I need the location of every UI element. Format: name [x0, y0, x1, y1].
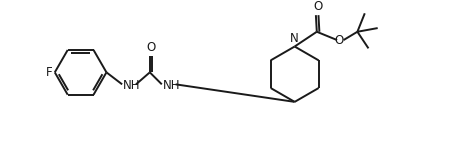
Text: F: F: [46, 66, 53, 79]
Text: O: O: [146, 41, 156, 54]
Text: O: O: [313, 0, 323, 13]
Text: N: N: [290, 32, 299, 45]
Text: O: O: [334, 34, 344, 48]
Text: NH: NH: [123, 79, 140, 92]
Text: NH: NH: [163, 79, 180, 92]
